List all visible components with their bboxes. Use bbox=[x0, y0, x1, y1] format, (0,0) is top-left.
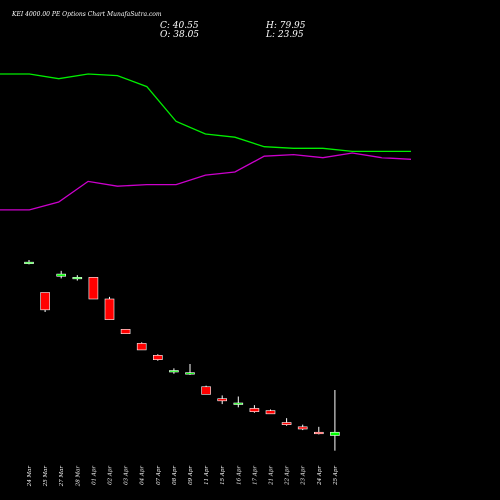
x-tick-label: 09 Apr bbox=[188, 466, 194, 485]
x-tick-label: 28 Mar bbox=[75, 466, 81, 488]
candle-body bbox=[265, 410, 276, 415]
candle-body bbox=[281, 422, 292, 425]
candle bbox=[185, 364, 195, 375]
open-value: O: 38.05 bbox=[160, 30, 199, 40]
x-tick-label: 21 Apr bbox=[269, 466, 275, 486]
x-tick-label: 11 Apr bbox=[204, 466, 210, 485]
x-tick-label: 04 Apr bbox=[140, 466, 146, 485]
candle bbox=[169, 368, 179, 374]
candle-body bbox=[56, 273, 67, 277]
candle bbox=[201, 385, 211, 395]
candle-body bbox=[185, 372, 195, 375]
x-axis-labels: 24 Mar 25 Mar 27 Mar 28 Mar 01 Apr 02 Apr 03 A… bbox=[27, 466, 339, 488]
x-tick-label: 02 Apr bbox=[108, 466, 114, 485]
indicator-line bbox=[0, 152, 412, 211]
candle bbox=[297, 424, 308, 431]
candle-body bbox=[169, 370, 179, 373]
candle bbox=[217, 395, 227, 405]
candle bbox=[265, 409, 276, 415]
candle-body bbox=[217, 398, 227, 402]
candle-body bbox=[104, 298, 115, 320]
x-tick-label: 27 Mar bbox=[59, 466, 65, 488]
x-tick-label: 25 Apr bbox=[333, 466, 339, 486]
candle bbox=[24, 260, 34, 265]
candle bbox=[281, 418, 292, 426]
candle bbox=[120, 329, 131, 334]
x-tick-label: 15 Apr bbox=[220, 466, 226, 485]
low-value: L: 23.95 bbox=[265, 30, 304, 40]
high-value: H: 79.95 bbox=[265, 21, 306, 31]
candle-body bbox=[153, 355, 163, 360]
candle bbox=[40, 292, 50, 312]
candle-body bbox=[330, 431, 340, 436]
candle bbox=[313, 426, 324, 435]
candle bbox=[136, 342, 147, 351]
x-tick-label: 16 Apr bbox=[236, 466, 242, 485]
candle-body bbox=[201, 386, 211, 395]
candlesticks bbox=[24, 260, 340, 451]
candle bbox=[249, 405, 260, 413]
indicator-line bbox=[0, 73, 411, 153]
x-tick-label: 24 Mar bbox=[27, 466, 33, 488]
candle-body bbox=[72, 277, 83, 280]
candle bbox=[56, 270, 67, 279]
candle bbox=[330, 390, 340, 451]
candle bbox=[233, 396, 244, 408]
candle-body bbox=[249, 408, 260, 412]
candle-body bbox=[40, 292, 50, 311]
candle bbox=[72, 275, 83, 281]
x-tick-label: 17 Apr bbox=[252, 466, 258, 485]
candle-body bbox=[233, 402, 244, 405]
candle-body bbox=[88, 277, 99, 300]
indicator-lines bbox=[0, 73, 412, 211]
chart-title: KEI 4000.00 PE Options Chart MunafaSutra… bbox=[11, 11, 162, 18]
x-tick-label: 01 Apr bbox=[91, 466, 97, 485]
x-tick-label: 08 Apr bbox=[172, 466, 178, 485]
candle-body bbox=[136, 343, 147, 351]
x-tick-label: 07 Apr bbox=[156, 466, 162, 485]
candle-body bbox=[120, 329, 131, 334]
candle bbox=[88, 277, 99, 300]
candle-body bbox=[297, 426, 308, 430]
close-value: C: 40.55 bbox=[160, 21, 199, 31]
candle bbox=[104, 296, 115, 320]
x-tick-label: 24 Apr bbox=[317, 466, 323, 486]
x-tick-label: 25 Mar bbox=[43, 466, 49, 488]
x-tick-label: 22 Apr bbox=[285, 466, 291, 486]
candle-body bbox=[313, 431, 324, 435]
x-tick-label: 03 Apr bbox=[124, 466, 130, 485]
candle bbox=[153, 354, 163, 361]
x-tick-label: 23 Apr bbox=[301, 466, 307, 486]
candle-body bbox=[24, 261, 34, 264]
